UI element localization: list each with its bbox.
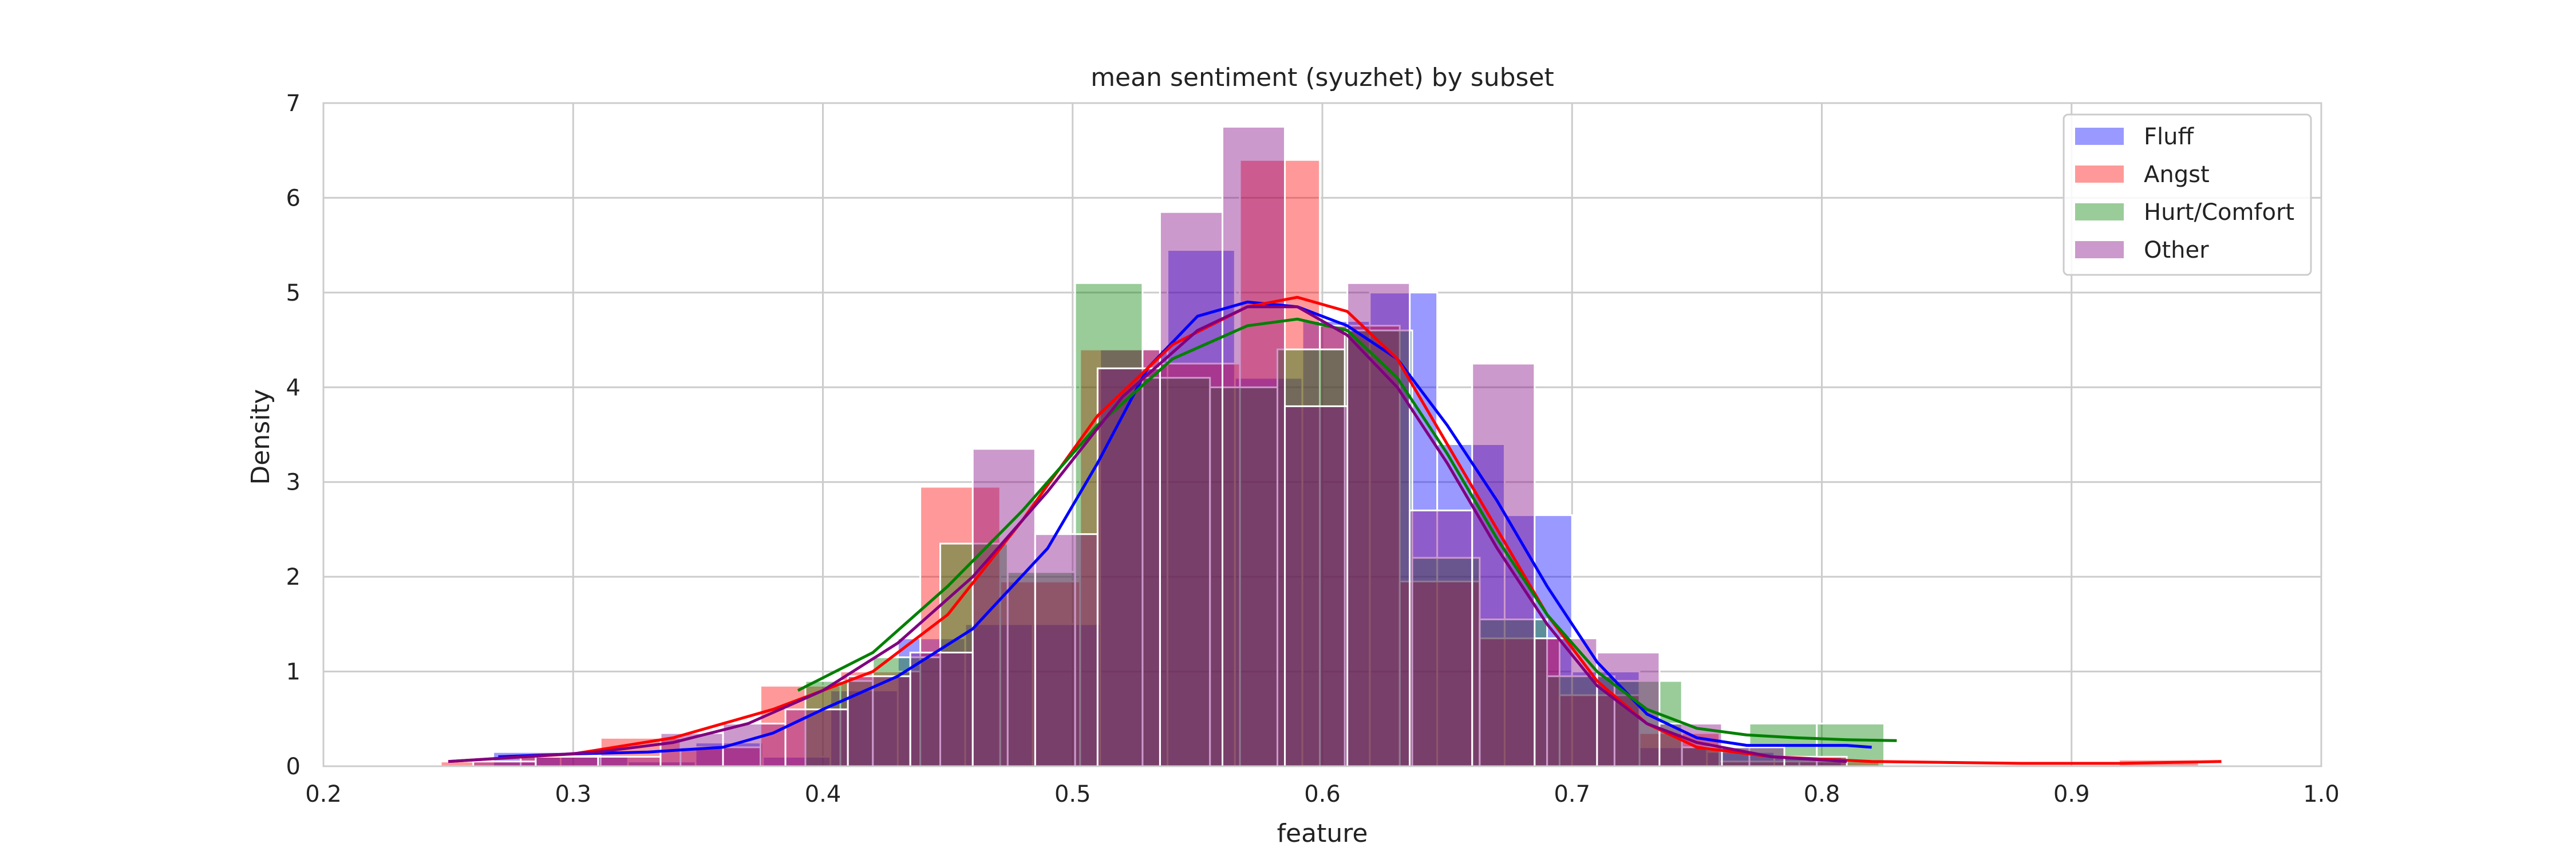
x-tick-label: 0.5 — [1054, 781, 1091, 807]
hist-bar-hurt-comfort — [1074, 282, 1144, 767]
y-axis-title: Density — [246, 389, 275, 484]
y-tick-label: 0 — [286, 754, 301, 780]
plot-frame — [322, 102, 2322, 767]
legend: Fluff Angst Hurt/Comfort Other — [2063, 113, 2312, 276]
hist-bar-fluff — [964, 623, 1034, 767]
kde-line-hurt-comfort — [797, 317, 1897, 742]
legend-label-hurt-comfort: Hurt/Comfort — [2144, 199, 2294, 226]
hist-bar-angst — [1079, 348, 1161, 767]
y-tick-label: 3 — [286, 470, 301, 496]
x-tick-label: 1.0 — [2303, 781, 2340, 807]
x-tick-label: 0.4 — [805, 781, 841, 807]
y-tick-labels: 0 1 2 3 4 5 6 7 — [286, 90, 301, 780]
legend-frame — [2063, 113, 2312, 276]
y-tick-label: 1 — [286, 659, 301, 685]
hist-bar-fluff — [1301, 320, 1371, 767]
x-tick-label: 0.7 — [1554, 781, 1590, 807]
x-tick-label: 0.9 — [2053, 781, 2090, 807]
legend-label-other: Other — [2144, 237, 2209, 263]
x-tick-label: 0.8 — [1804, 781, 1840, 807]
kde-curves — [448, 295, 2222, 765]
hist-bar-other — [535, 755, 599, 767]
x-axis-title: feature — [1277, 819, 1368, 848]
hist-bar-other — [1284, 405, 1349, 767]
legend-swatch-fluff — [2075, 128, 2124, 145]
x-tick-label: 0.6 — [1304, 781, 1341, 807]
hist-bar-other — [1409, 509, 1473, 767]
legend-swatch-other — [2075, 241, 2124, 258]
hist-bar-other — [784, 708, 849, 767]
hist-bar-fluff — [896, 637, 966, 767]
hist-bar-other — [971, 448, 1036, 767]
y-tick-label: 5 — [286, 280, 301, 306]
legend-swatch-angst — [2075, 166, 2124, 183]
hist-bar-hurt-comfort — [1141, 377, 1211, 767]
hist-bar-angst — [1319, 325, 1401, 767]
hist-bar-fluff — [829, 689, 899, 767]
hist-bar-other — [1034, 533, 1099, 767]
hist-bar-other — [1096, 367, 1161, 767]
hist-bar-hurt-comfort — [1411, 557, 1481, 767]
x-tick-label: 0.2 — [305, 781, 342, 807]
legend-label-angst: Angst — [2144, 161, 2210, 188]
hist-bar-hurt-comfort — [1006, 571, 1076, 767]
hist-bar-other — [1534, 637, 1598, 767]
y-tick-label: 7 — [286, 90, 301, 117]
hist-bar-angst — [839, 671, 922, 767]
hist-bar-other — [847, 675, 911, 767]
kde-line-other — [448, 305, 1847, 763]
y-tick-label: 4 — [286, 375, 301, 401]
chart-title: mean sentiment (syuzhet) by subset — [1091, 63, 1554, 92]
y-tick-label: 2 — [286, 564, 301, 590]
hist-bar-other — [1471, 362, 1536, 767]
hist-bar-hurt-comfort — [1276, 348, 1346, 767]
x-tick-label: 0.3 — [555, 781, 591, 807]
kde-line-fluff — [498, 300, 1872, 758]
hist-bar-angst — [1159, 362, 1241, 767]
hist-bar-other — [1222, 125, 1286, 767]
legend-swatch-hurt-comfort — [2075, 203, 2124, 220]
hist-bar-other — [1159, 211, 1223, 767]
y-tick-label: 6 — [286, 185, 301, 211]
hist-bar-other — [1346, 282, 1411, 767]
hist-bar-other — [909, 651, 974, 767]
hist-bar-fluff — [1099, 348, 1169, 767]
hist-bar-other — [597, 755, 662, 767]
histogram-bars — [440, 125, 2200, 767]
hist-bar-hurt-comfort — [1344, 329, 1413, 767]
hist-bar-fluff — [1234, 377, 1303, 767]
legend-label-fluff: Fluff — [2144, 124, 2194, 150]
x-tick-labels: 0.2 0.3 0.4 0.5 0.6 0.7 0.8 0.9 1.0 — [305, 781, 2340, 807]
